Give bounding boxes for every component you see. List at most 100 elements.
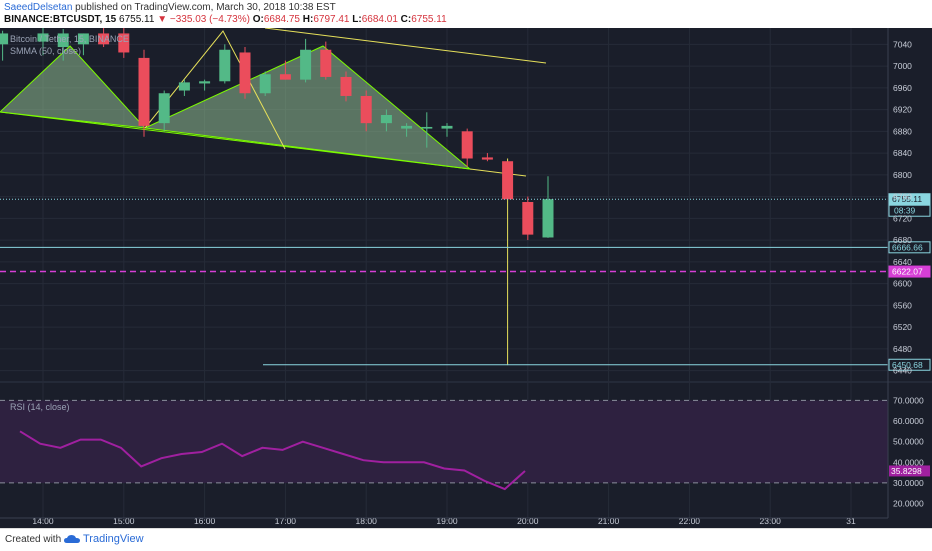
chart-area[interactable]: 6755.11 6666.66 6622.07 6450.68 08:39 20.000… <box>0 25 932 528</box>
candle-body <box>340 76 352 96</box>
open-value: 6684.75 <box>263 14 300 25</box>
low-value: 6684.01 <box>361 14 398 25</box>
price-tick-label: 6720 <box>893 213 912 223</box>
candle-body <box>57 33 69 48</box>
time-tick-label: 31 <box>846 516 856 526</box>
time-tick-label: 17:00 <box>275 516 297 526</box>
time-tick-label: 20:00 <box>517 516 539 526</box>
countdown-tag <box>888 204 931 217</box>
candle-body <box>178 82 190 91</box>
countdown-label: 08:39 <box>894 206 916 216</box>
harmonic-pattern <box>0 27 547 177</box>
time-tick-label: 23:00 <box>760 516 782 526</box>
axes: 6440 6480 6520 6560 6600 6640 6680 6720 6760 6800… <box>0 28 912 526</box>
price-levels: 6755.11 6666.66 6622.07 6450.68 08:39 <box>0 193 931 371</box>
price-tick-label: 6920 <box>893 105 912 115</box>
price-tick-label: 6640 <box>893 257 912 267</box>
candle-body <box>138 57 150 126</box>
price-tick-label: 6760 <box>893 192 912 202</box>
price-tick-label: 7000 <box>893 61 912 71</box>
last-price: 6755.11 <box>119 14 155 25</box>
author-link[interactable]: SaeedDelsetan <box>4 2 73 13</box>
resistance-line <box>264 27 547 64</box>
time-tick-label: 14:00 <box>32 516 54 526</box>
candles <box>0 25 554 366</box>
price-level-label: 6755.11 <box>892 194 922 204</box>
rsi-tick-label: 50.0000 <box>893 437 924 447</box>
rsi-value-label: 35.8298 <box>891 466 922 476</box>
down-arrow-icon: ▼ <box>157 14 168 25</box>
close-label: C: <box>400 14 412 25</box>
candle-body <box>481 157 493 160</box>
publish-line: SaeedDelsetan published on TradingView.c… <box>4 2 336 13</box>
chart-svg[interactable]: 6755.11 6666.66 6622.07 6450.68 08:39 20.000… <box>0 25 932 528</box>
cloud-icon <box>64 535 80 544</box>
high-value: 6797.41 <box>313 14 350 25</box>
rsi-tick-label: 40.0000 <box>893 457 924 467</box>
candle-body <box>158 93 170 124</box>
pattern-xd-line <box>0 111 471 170</box>
time-tick-label: 22:00 <box>679 516 701 526</box>
price-level-label: 6622.07 <box>892 267 923 277</box>
rsi-pane: 20.0000 30.0000 40.0000 50.0000 60.0000 70.00… <box>0 395 930 509</box>
open-label: O: <box>252 14 264 25</box>
candle-body <box>37 33 49 42</box>
candle-body <box>118 33 130 53</box>
candle-body <box>502 161 514 200</box>
candle-body <box>522 202 534 235</box>
rsi-line <box>19 430 526 491</box>
price-tick-label: 6520 <box>893 322 912 332</box>
candle-body <box>0 33 9 45</box>
price-level-tag <box>888 265 931 278</box>
candle-body <box>401 125 413 129</box>
price-level-label: 6450.68 <box>892 360 923 370</box>
trend-zigzag <box>144 30 286 150</box>
price-tick-label: 7040 <box>893 39 912 49</box>
chart-header: SaeedDelsetan published on TradingView.c… <box>0 0 932 28</box>
main-legend: Bitcoin / Tether, 15, BINANCE <box>10 34 129 44</box>
symbol-line: BINANCE:BTCUSDT, 15 <box>4 14 117 25</box>
pattern-triangle-xab <box>0 45 147 129</box>
time-tick-label: 18:00 <box>356 516 378 526</box>
price-level-tag <box>888 358 931 371</box>
candle-body <box>98 33 110 45</box>
created-with-label: Created with <box>5 534 62 545</box>
price-tick-label: 6960 <box>893 83 912 93</box>
price-tick-label: 6440 <box>893 366 912 376</box>
rsi-value-tag <box>889 465 930 477</box>
price-tick-label: 6480 <box>893 344 912 354</box>
ohlc-line: BINANCE:BTCUSDT, 15 6755.11 ▼ −335.03 (−… <box>4 14 447 25</box>
footer: Created with TradingView <box>0 528 932 551</box>
rsi-tick-label: 70.0000 <box>893 395 924 405</box>
candle-body <box>239 52 251 94</box>
price-level-label: 6666.66 <box>892 242 923 252</box>
price-tick-label: 6560 <box>893 300 912 310</box>
time-tick-label: 15:00 <box>113 516 135 526</box>
pattern-triangle-bcd <box>143 45 472 170</box>
price-tick-label: 6680 <box>893 235 912 245</box>
low-label: L: <box>352 14 362 25</box>
candle-body <box>360 95 372 124</box>
rsi-band-fill <box>0 400 888 483</box>
tradingview-brand: TradingView <box>83 533 144 545</box>
close-value: 6755.11 <box>411 14 447 25</box>
candle-body <box>199 81 211 84</box>
price-tick-label: 6800 <box>893 170 912 180</box>
price-tick-label: 6600 <box>893 279 912 289</box>
candle-body <box>279 74 291 80</box>
candle-body <box>259 74 271 94</box>
candle-body <box>542 199 554 238</box>
price-level-tag <box>888 241 931 254</box>
candle-body <box>461 131 473 159</box>
candle-body <box>441 125 453 129</box>
smma-legend: SMMA (50, close) <box>10 46 81 56</box>
candle-body <box>380 115 392 124</box>
tradingview-logo[interactable]: TradingView <box>64 533 144 545</box>
rsi-tick-label: 60.0000 <box>893 416 924 426</box>
time-tick-label: 19:00 <box>436 516 458 526</box>
high-label: H: <box>302 14 314 25</box>
price-tick-label: 6840 <box>893 148 912 158</box>
support-extension-line <box>469 168 527 177</box>
time-tick-label: 16:00 <box>194 516 216 526</box>
candle-body <box>320 49 332 77</box>
